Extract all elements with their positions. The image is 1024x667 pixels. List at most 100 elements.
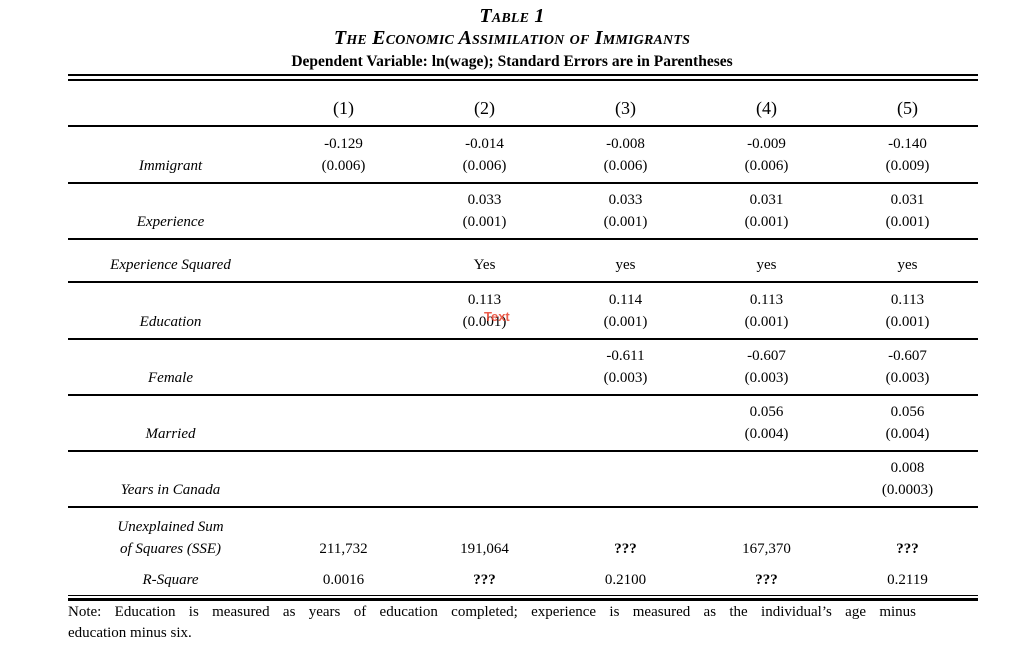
results-table: (1) (2) (3) (4) (5) Immigrant -0.129 (0.006) -0.… xyxy=(68,74,978,601)
value-line: Yes xyxy=(473,257,496,273)
top-double-rule xyxy=(68,74,978,81)
table-cell: -0.607 (0.003) xyxy=(696,340,837,394)
value-line: -0.607 xyxy=(888,348,927,364)
table-cell: 211,732 xyxy=(273,508,414,565)
value-line: -0.611 xyxy=(606,348,645,364)
row-label: Immigrant xyxy=(68,127,273,182)
table-title: The Economic Assimilation of Immigrants xyxy=(333,27,691,49)
value-line: 0.0016 xyxy=(322,572,365,588)
value-line: (0.001) xyxy=(603,313,648,330)
row-label-line: Experience Squared xyxy=(110,257,231,273)
table-cell: -0.607 (0.003) xyxy=(837,340,978,394)
row-label: R-Square xyxy=(68,565,273,595)
row-label-line: Immigrant xyxy=(138,158,203,174)
row-female: Female -0.611 (0.003) -0.607 (0.003) -0.607 (0… xyxy=(68,340,978,396)
value-line: (0.006) xyxy=(321,157,366,174)
value-line: 0.031 xyxy=(749,192,784,208)
value-line: (0.006) xyxy=(744,157,789,174)
table-cell: yes xyxy=(696,240,837,281)
row-r-square: R-Square 0.0016??? 0.2100??? 0.2119 xyxy=(68,565,978,595)
value-line: (0.001) xyxy=(885,214,930,230)
value-line: (0.001) xyxy=(603,214,648,230)
table-cell: -0.009 (0.006) xyxy=(696,127,837,182)
table-cell: 0.033 (0.001) xyxy=(555,184,696,238)
value-line: (0.001) xyxy=(462,214,507,230)
table-subtitle: Dependent Variable: ln(wage); Standard E… xyxy=(291,53,733,70)
row-label: Experience xyxy=(68,184,273,238)
value-line: 0.2119 xyxy=(887,572,928,588)
row-label: Female xyxy=(68,340,273,394)
value-line: (0.006) xyxy=(462,157,507,174)
row-label: Married xyxy=(68,396,273,450)
value-line: (0.001) xyxy=(744,214,789,230)
row-married: Married 0.056 (0.004) 0.056 (0.004) xyxy=(68,396,978,452)
value-line: 0.114 xyxy=(608,291,643,308)
value-line: -0.129 xyxy=(324,135,363,152)
column-header-2: (2) xyxy=(474,98,495,118)
table-cell: 0.2100 xyxy=(555,565,696,595)
table-cell: 167,370 xyxy=(696,508,837,565)
row-label-line: Unexplained Sum xyxy=(117,519,224,535)
value-line: 0.033 xyxy=(467,192,502,208)
table-cell: 0.113 (0.001) xyxy=(837,283,978,338)
row-label-line: R-Square xyxy=(142,572,199,588)
value-line: (0.0003) xyxy=(881,482,934,498)
value-line: 0.056 xyxy=(749,404,784,420)
value-line: ??? xyxy=(473,572,496,588)
table-cell: 0.033 (0.001) xyxy=(414,184,555,238)
table-title-block: Table 1 The Economic Assimilation of Imm… xyxy=(0,5,1024,72)
header-label-cell xyxy=(68,81,273,125)
value-line: (0.001) xyxy=(462,313,507,330)
table-cell xyxy=(273,340,414,394)
value-line: (0.006) xyxy=(603,157,648,174)
table-cell: -0.140 (0.009) xyxy=(837,127,978,182)
value-line: 0.033 xyxy=(608,192,643,208)
table-cell: 0.056 (0.004) xyxy=(696,396,837,450)
table-number: Table 1 xyxy=(479,5,545,27)
table-cell: 0.031 (0.001) xyxy=(837,184,978,238)
table-cell xyxy=(273,184,414,238)
table-cell: 191,064 xyxy=(414,508,555,565)
table-cell: 0.056 (0.004) xyxy=(837,396,978,450)
row-label-line: Experience xyxy=(136,214,205,230)
value-line: 0.056 xyxy=(890,404,925,420)
table-cell: yes xyxy=(837,240,978,281)
value-line: 0.113 xyxy=(749,291,784,308)
table-cell: -0.014 (0.006) xyxy=(414,127,555,182)
value-line: (0.001) xyxy=(744,313,789,330)
value-line: (0.001) xyxy=(885,313,930,330)
table-cell: 0.113 (0.001) xyxy=(414,283,555,338)
value-line: 0.008 xyxy=(890,460,925,476)
table-cell: Yes xyxy=(414,240,555,281)
value-line: (0.003) xyxy=(603,370,648,386)
table-cell: -0.008 (0.006) xyxy=(555,127,696,182)
value-line: (0.004) xyxy=(744,426,789,442)
value-line: -0.009 xyxy=(747,135,786,152)
row-label: Unexplained Sum of Squares (SSE) xyxy=(68,508,273,565)
value-line: ??? xyxy=(614,541,637,557)
table-cell: 0.114 (0.001) xyxy=(555,283,696,338)
table-cell: 0.2119 xyxy=(837,565,978,595)
row-label-line: Married xyxy=(145,426,196,442)
value-line: 211,732 xyxy=(319,541,368,557)
column-header-5: (5) xyxy=(897,98,918,118)
table-cell: 0.0016 xyxy=(273,565,414,595)
value-line: (0.009) xyxy=(885,157,930,174)
table-cell xyxy=(414,396,555,450)
row-immigrant: Immigrant -0.129 (0.006) -0.014 (0.006) -0.00… xyxy=(68,127,978,184)
table-cell: ??? xyxy=(837,508,978,565)
value-line: 0.113 xyxy=(890,291,925,308)
row-label-line: of Squares (SSE) xyxy=(119,541,222,557)
table-cell xyxy=(273,396,414,450)
table-cell xyxy=(273,283,414,338)
row-label: Education xyxy=(68,283,273,338)
table-cell: ??? xyxy=(555,508,696,565)
value-line: (0.004) xyxy=(885,426,930,442)
table-cell: ??? xyxy=(414,565,555,595)
header-row: (1) (2) (3) (4) (5) xyxy=(68,81,978,127)
value-line: yes xyxy=(756,257,777,273)
column-header-3: (3) xyxy=(615,98,636,118)
table-cell xyxy=(273,452,414,506)
value-line: 0.113 xyxy=(467,291,502,308)
